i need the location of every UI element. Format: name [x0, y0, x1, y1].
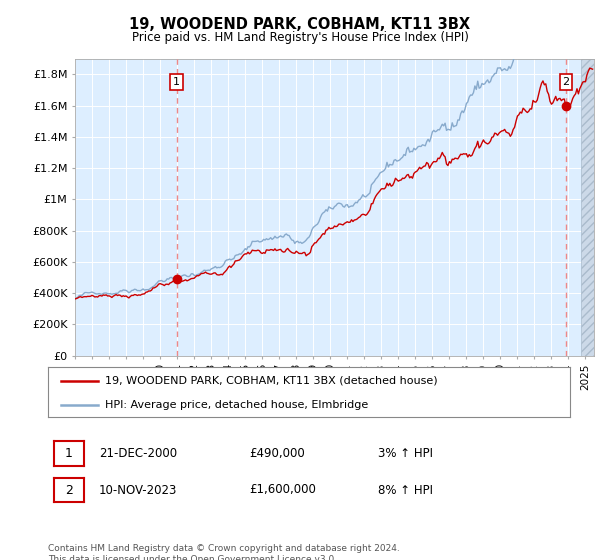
Text: 2: 2 [65, 483, 73, 497]
Text: 10-NOV-2023: 10-NOV-2023 [99, 483, 178, 497]
Text: 21-DEC-2000: 21-DEC-2000 [99, 447, 177, 460]
Text: 3% ↑ HPI: 3% ↑ HPI [378, 447, 433, 460]
Text: £1,600,000: £1,600,000 [249, 483, 316, 497]
Text: Contains HM Land Registry data © Crown copyright and database right 2024.
This d: Contains HM Land Registry data © Crown c… [48, 544, 400, 560]
Text: 1: 1 [173, 77, 180, 87]
Text: 19, WOODEND PARK, COBHAM, KT11 3BX: 19, WOODEND PARK, COBHAM, KT11 3BX [130, 17, 470, 32]
Text: 2: 2 [563, 77, 569, 87]
Text: 1: 1 [65, 447, 73, 460]
Text: HPI: Average price, detached house, Elmbridge: HPI: Average price, detached house, Elmb… [106, 400, 368, 409]
Text: Price paid vs. HM Land Registry's House Price Index (HPI): Price paid vs. HM Land Registry's House … [131, 31, 469, 44]
Bar [581, 59, 600, 356]
Text: £490,000: £490,000 [249, 447, 305, 460]
Text: 19, WOODEND PARK, COBHAM, KT11 3BX (detached house): 19, WOODEND PARK, COBHAM, KT11 3BX (deta… [106, 376, 438, 386]
Text: 8% ↑ HPI: 8% ↑ HPI [378, 483, 433, 497]
